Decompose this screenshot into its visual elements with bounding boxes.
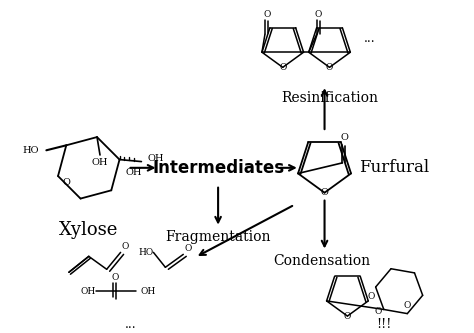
Text: O: O: [263, 10, 271, 19]
Text: OH: OH: [147, 154, 164, 163]
Text: O: O: [340, 134, 348, 143]
Text: OH: OH: [81, 287, 96, 296]
Text: Condensation: Condensation: [273, 254, 370, 268]
Text: ...: ...: [125, 317, 137, 331]
Text: O: O: [63, 178, 70, 187]
Text: O: O: [344, 312, 351, 321]
Text: HO: HO: [138, 248, 154, 257]
Text: OH: OH: [140, 287, 156, 296]
Text: ...: ...: [364, 32, 375, 45]
Text: Furfural: Furfural: [359, 159, 429, 176]
Text: O: O: [315, 10, 322, 19]
Text: O: O: [184, 244, 192, 253]
Text: Resinification: Resinification: [281, 91, 378, 105]
Text: O: O: [320, 188, 328, 197]
Text: O: O: [279, 63, 286, 72]
Text: O: O: [326, 63, 333, 72]
Text: Intermediates: Intermediates: [152, 159, 284, 177]
Text: O: O: [404, 301, 411, 310]
Text: Xylose: Xylose: [59, 220, 118, 238]
Text: Fragmentation: Fragmentation: [165, 230, 271, 244]
Text: O: O: [112, 273, 119, 282]
Text: O: O: [122, 242, 129, 251]
Text: OH: OH: [125, 168, 142, 177]
Text: !!!: !!!: [376, 317, 392, 331]
Text: OH: OH: [92, 159, 108, 167]
Text: O: O: [368, 292, 375, 301]
Text: O: O: [374, 307, 382, 316]
Text: HO: HO: [22, 146, 38, 155]
